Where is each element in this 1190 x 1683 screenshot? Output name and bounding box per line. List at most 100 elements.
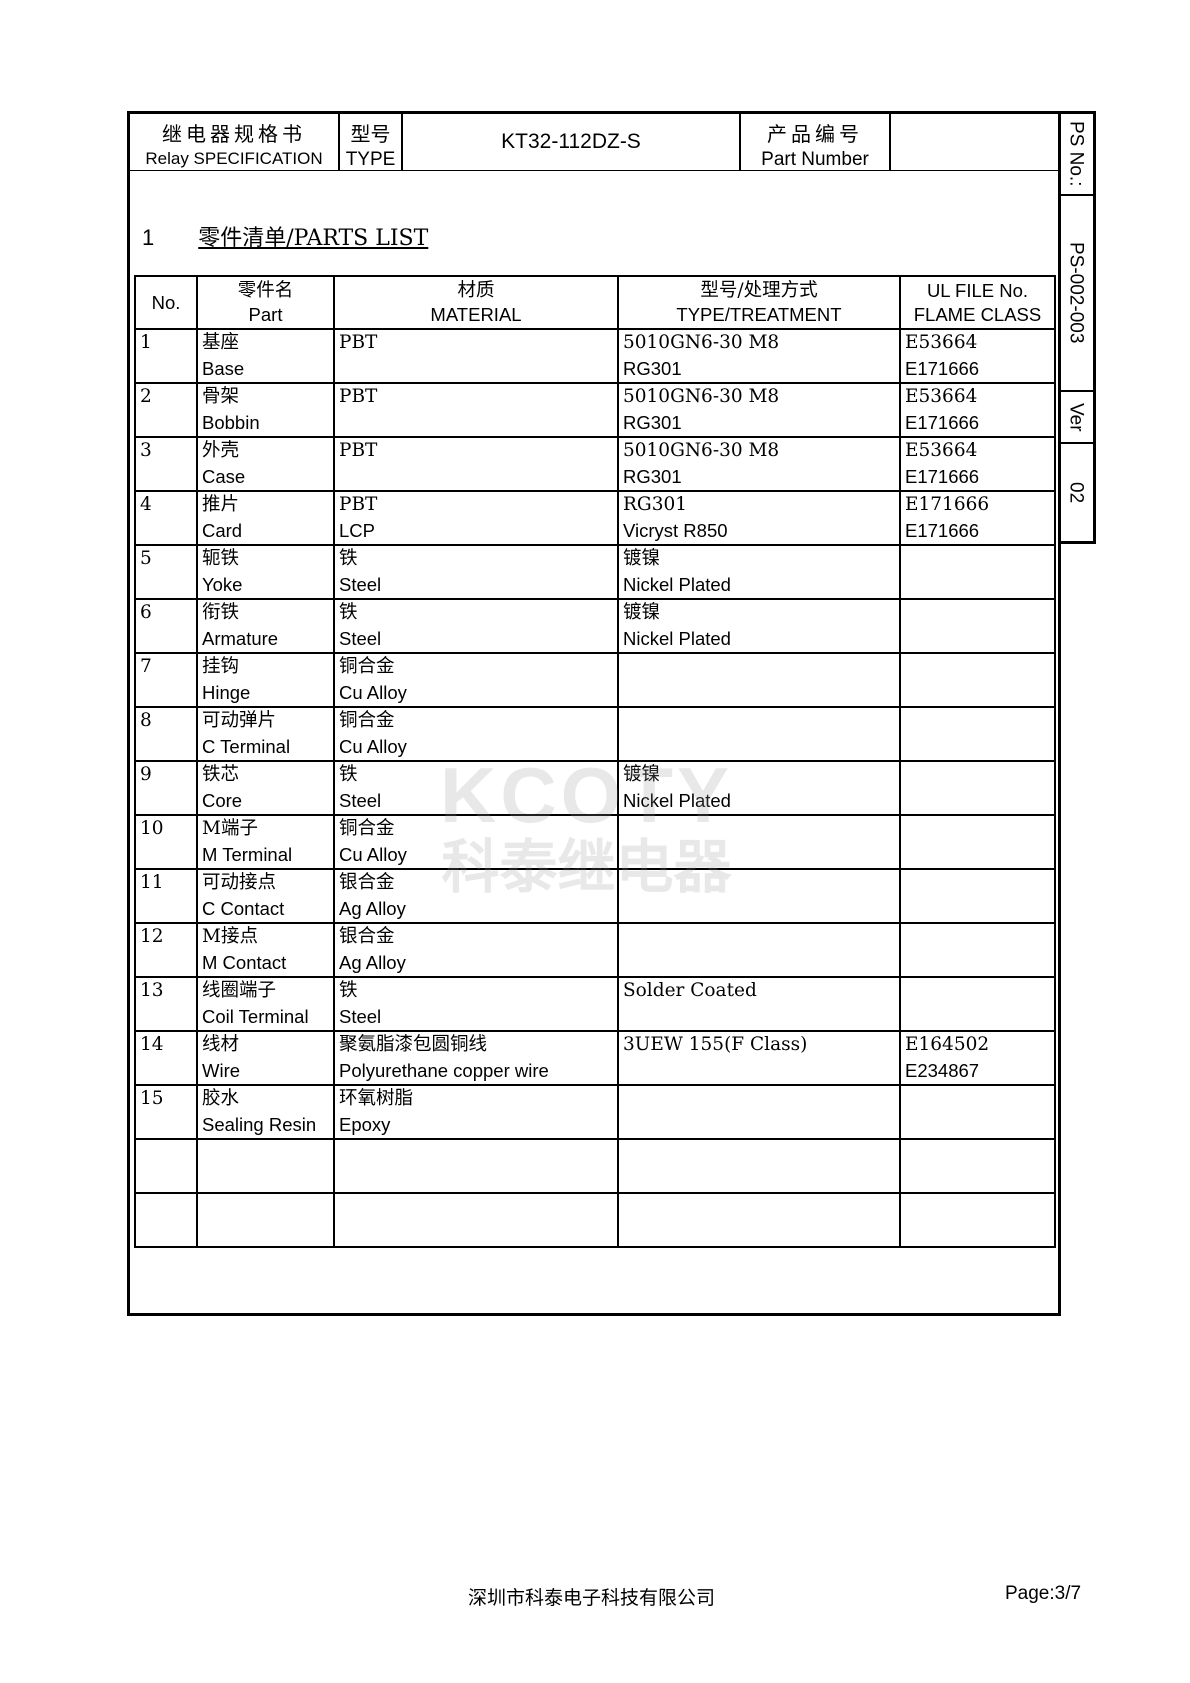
table-header-row: No. 零件名 Part 材质 MATERIAL 型号/处理方式 TYPE/TREAT… [134, 275, 1056, 330]
cell-material: PBT [333, 382, 619, 438]
cell-part: 推片 Card [196, 490, 335, 546]
cell-no: 4 [134, 490, 198, 546]
cell-type [617, 1138, 901, 1194]
cell-ul: E171666 E171666 [899, 490, 1056, 546]
cell-part: 铁芯 Core [196, 760, 335, 816]
section-title: 零件清单/PARTS LIST [198, 226, 429, 251]
cell-part: 线圈端子 Coil Terminal [196, 976, 335, 1032]
cell-ul: E53664 E171666 [899, 436, 1056, 492]
cell-type [617, 706, 901, 762]
table-row: 13 线圈端子 Coil Terminal 铁 Steel Solder Coated [134, 976, 1056, 1032]
cell-ul [899, 814, 1056, 870]
cell-no: 9 [134, 760, 198, 816]
cell-no: 12 [134, 922, 198, 978]
cell-ul: E164502 E234867 [899, 1030, 1056, 1086]
cell-no: 14 [134, 1030, 198, 1086]
table-row: 6 衔铁 Armature 铁 Steel 镀镍 Nickel Plated [134, 598, 1056, 654]
cell-material: PBT [333, 328, 619, 384]
cell-ul [899, 652, 1056, 708]
cell-part: 胶水 Sealing Resin [196, 1084, 335, 1140]
cell-material: 聚氨脂漆包圆铜线 Polyurethane copper wire [333, 1030, 619, 1086]
cell-material: PBT [333, 436, 619, 492]
side-strip: PS No.: PS-002-003 Ver 02 [1058, 111, 1096, 544]
cell-no: 11 [134, 868, 198, 924]
cell-material: 银合金 Ag Alloy [333, 868, 619, 924]
cell-material: 铜合金 Cu Alloy [333, 814, 619, 870]
cell-type [617, 652, 901, 708]
title-cell: 继电器规格书 Relay SPECIFICATION [130, 114, 340, 170]
section-heading: 1 零件清单/PARTS LIST [142, 220, 428, 252]
cell-no: 1 [134, 328, 198, 384]
cell-part [196, 1138, 335, 1194]
cell-material: 环氧树脂 Epoxy [333, 1084, 619, 1140]
table-row: 4 推片 Card PBT LCP RG301 Vicryst R850 E171666 E17… [134, 490, 1056, 546]
cell-part: M端子 M Terminal [196, 814, 335, 870]
cell-part: 可动弹片 C Terminal [196, 706, 335, 762]
part-cn: 产品编号 [767, 122, 863, 146]
ps-label: PS No.: [1058, 114, 1093, 196]
cell-type [617, 922, 901, 978]
cell-part [196, 1192, 335, 1248]
cell-part: 外壳 Case [196, 436, 335, 492]
col-ul: UL FILE No. FLAME CLASS [899, 275, 1056, 330]
cell-no: 7 [134, 652, 198, 708]
table-row: 5 轭铁 Yoke 铁 Steel 镀镍 Nickel Plated [134, 544, 1056, 600]
footer-company: 深圳市科泰电子科技有限公司 [468, 1587, 716, 1609]
cell-no: 5 [134, 544, 198, 600]
cell-no: 2 [134, 382, 198, 438]
part-number-label-cell: 产品编号 Part Number [741, 114, 891, 170]
cell-type: Solder Coated [617, 976, 901, 1032]
table-row: 7 挂钩 Hinge 铜合金 Cu Alloy [134, 652, 1056, 708]
cell-material: 铜合金 Cu Alloy [333, 706, 619, 762]
cell-ul [899, 598, 1056, 654]
type-label-cell: 型号 TYPE [340, 114, 403, 170]
table-row: 12 M接点 M Contact 银合金 Ag Alloy [134, 922, 1056, 978]
cell-type: 5010GN6-30 M8 RG301 [617, 382, 901, 438]
table-row: 11 可动接点 C Contact 银合金 Ag Alloy [134, 868, 1056, 924]
cell-type: 镀镍 Nickel Plated [617, 760, 901, 816]
table-row [134, 1192, 1056, 1248]
col-material: 材质 MATERIAL [333, 275, 619, 330]
cell-material [333, 1192, 619, 1248]
cell-type [617, 1084, 901, 1140]
table-row: 14 线材 Wire 聚氨脂漆包圆铜线 Polyurethane copper wire… [134, 1030, 1056, 1086]
table-row: 3 外壳 Case PBT 5010GN6-30 M8 RG301 E53664 E1716… [134, 436, 1056, 492]
ver-value: 02 [1065, 481, 1087, 504]
cell-type: RG301 Vicryst R850 [617, 490, 901, 546]
cell-ul: E53664 E171666 [899, 328, 1056, 384]
spec-header: 继电器规格书 Relay SPECIFICATION 型号 TYPE KT32-… [130, 114, 1058, 171]
cell-no [134, 1138, 198, 1194]
table-row: 15 胶水 Sealing Resin 环氧树脂 Epoxy [134, 1084, 1056, 1140]
cell-ul [899, 1192, 1056, 1248]
section-number: 1 [142, 225, 155, 250]
model-cell: KT32-112DZ-S [403, 114, 741, 170]
table-row: 10 M端子 M Terminal 铜合金 Cu Alloy [134, 814, 1056, 870]
parts-table: No. 零件名 Part 材质 MATERIAL 型号/处理方式 TYPE/TREAT… [134, 275, 1056, 1248]
cell-no: 6 [134, 598, 198, 654]
cell-no: 3 [134, 436, 198, 492]
title-cn: 继电器规格书 [162, 122, 306, 146]
cell-type: 镀镍 Nickel Plated [617, 544, 901, 600]
cell-ul [899, 1084, 1056, 1140]
cell-part: 骨架 Bobbin [196, 382, 335, 438]
cell-material: PBT LCP [333, 490, 619, 546]
spec-frame: 继电器规格书 Relay SPECIFICATION 型号 TYPE KT32-… [127, 111, 1061, 1316]
cell-material [333, 1138, 619, 1194]
cell-type: 3UEW 155(F Class) [617, 1030, 901, 1086]
col-part: 零件名 Part [196, 275, 335, 330]
cell-type [617, 814, 901, 870]
cell-no [134, 1192, 198, 1248]
cell-ul [899, 544, 1056, 600]
ps-value: PS-002-003 [1058, 196, 1093, 392]
page-number: Page:3/7 [1005, 1583, 1082, 1604]
cell-material: 铁 Steel [333, 976, 619, 1032]
cell-type [617, 1192, 901, 1248]
part-en: Part Number [761, 149, 869, 170]
cell-type [617, 868, 901, 924]
cell-type: 5010GN6-30 M8 RG301 [617, 436, 901, 492]
cell-ul [899, 760, 1056, 816]
table-row: 2 骨架 Bobbin PBT 5010GN6-30 M8 RG301 E53664 E17… [134, 382, 1056, 438]
col-no: No. [134, 275, 198, 330]
cell-no: 10 [134, 814, 198, 870]
